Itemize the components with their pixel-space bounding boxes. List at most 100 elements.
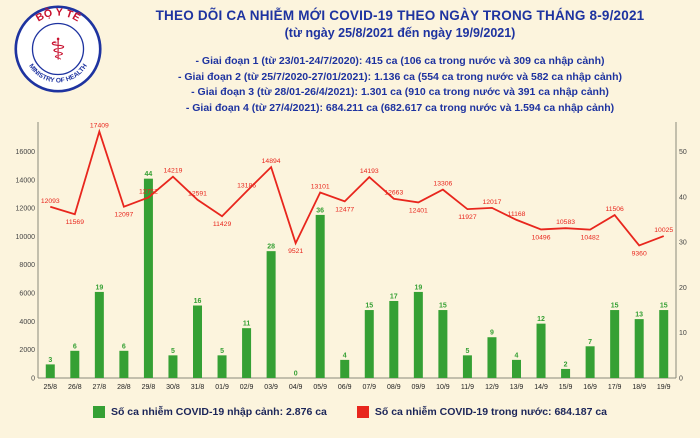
- svg-text:04/9: 04/9: [289, 384, 303, 391]
- svg-text:14219: 14219: [164, 168, 183, 175]
- svg-text:14894: 14894: [262, 158, 281, 165]
- svg-text:15: 15: [439, 303, 447, 310]
- svg-text:2: 2: [564, 361, 568, 368]
- svg-text:12591: 12591: [188, 191, 207, 198]
- legend-item-imported: Số ca nhiễm COVID-19 nhập cảnh: 2.876 ca: [92, 406, 327, 418]
- legend-swatch-imported: [92, 406, 105, 418]
- svg-text:16000: 16000: [16, 149, 36, 156]
- svg-text:12097: 12097: [114, 212, 133, 219]
- svg-text:44: 44: [145, 171, 153, 178]
- svg-text:12000: 12000: [16, 206, 36, 213]
- svg-text:08/9: 08/9: [387, 384, 401, 391]
- svg-text:05/9: 05/9: [313, 384, 327, 391]
- svg-text:0: 0: [31, 376, 35, 383]
- period-line-4: - Giai đoạn 4 (từ 27/4/2021): 684.211 ca…: [185, 101, 615, 114]
- page-subtitle: (từ ngày 25/8/2021 đến ngày 19/9/2021): [284, 26, 516, 40]
- svg-text:6: 6: [122, 343, 126, 350]
- legend-swatch-domestic: [356, 406, 369, 418]
- svg-text:BỘ Y TẾ: BỘ Y TẾ: [34, 6, 83, 24]
- svg-text:28: 28: [267, 244, 275, 251]
- svg-text:5: 5: [171, 348, 175, 355]
- chart-legend: Số ca nhiễm COVID-19 nhập cảnh: 2.876 ca…: [0, 406, 700, 418]
- svg-text:5: 5: [220, 348, 224, 355]
- svg-text:40: 40: [679, 194, 687, 201]
- svg-text:10000: 10000: [16, 234, 36, 241]
- svg-text:12: 12: [537, 316, 545, 323]
- header: THEO DÕI CA NHIỄM MỚI COVID-19 THEO NGÀY…: [108, 8, 692, 40]
- svg-text:17/9: 17/9: [608, 384, 622, 391]
- page-title: THEO DÕI CA NHIỄM MỚI COVID-19 THEO NGÀY…: [155, 8, 645, 23]
- svg-text:02/9: 02/9: [240, 384, 254, 391]
- svg-text:12663: 12663: [384, 190, 403, 197]
- covid-daily-combo-chart: 0 2000 4000 6000 8000 10000 12000 14000 16000 0 10…: [16, 122, 687, 391]
- period-line-1: - Giai đoạn 1 (từ 23/01-24/7/2020): 415 …: [195, 55, 605, 67]
- svg-text:13101: 13101: [311, 184, 330, 191]
- svg-text:20: 20: [679, 285, 687, 292]
- svg-text:29/8: 29/8: [142, 384, 156, 391]
- svg-text:13/9: 13/9: [510, 384, 524, 391]
- svg-text:25/8: 25/8: [43, 384, 57, 391]
- svg-text:0: 0: [679, 376, 683, 383]
- svg-text:13186: 13186: [237, 182, 256, 189]
- svg-text:9360: 9360: [632, 250, 647, 257]
- svg-text:28/8: 28/8: [117, 384, 131, 391]
- svg-text:4: 4: [515, 352, 519, 359]
- svg-text:26/8: 26/8: [68, 384, 82, 391]
- svg-text:30: 30: [679, 240, 687, 247]
- svg-text:18/9: 18/9: [632, 384, 646, 391]
- svg-text:3: 3: [48, 357, 52, 364]
- svg-text:10025: 10025: [654, 227, 673, 234]
- svg-text:9521: 9521: [288, 248, 303, 255]
- svg-text:27/8: 27/8: [93, 384, 107, 391]
- svg-text:11569: 11569: [66, 219, 85, 226]
- svg-text:11168: 11168: [508, 211, 526, 218]
- svg-text:36: 36: [316, 207, 324, 214]
- svg-text:13: 13: [635, 312, 643, 319]
- svg-text:12017: 12017: [483, 199, 502, 206]
- svg-text:11429: 11429: [213, 221, 232, 228]
- logo-top-text: BỘ Y TẾ: [34, 6, 83, 24]
- svg-text:14/9: 14/9: [534, 384, 548, 391]
- svg-text:12/9: 12/9: [485, 384, 499, 391]
- svg-text:12477: 12477: [335, 206, 354, 213]
- svg-text:31/8: 31/8: [191, 384, 205, 391]
- svg-text:12752: 12752: [139, 188, 158, 195]
- logo-inner-ring: [31, 22, 85, 76]
- period-summary: - Giai đoạn 1 (từ 23/01-24/7/2020): 415 …: [108, 54, 692, 116]
- svg-text:11506: 11506: [605, 206, 624, 213]
- svg-text:10482: 10482: [581, 235, 600, 242]
- svg-text:8000: 8000: [19, 262, 35, 269]
- svg-text:15: 15: [660, 303, 668, 310]
- period-line-2: - Giai đoạn 2 (từ 25/7/2020-27/01/2021):…: [177, 70, 623, 83]
- legend-item-domestic: Số ca nhiễm COVID-19 trong nước: 684.187…: [356, 406, 607, 418]
- svg-text:7: 7: [588, 339, 592, 346]
- svg-text:15: 15: [365, 303, 373, 310]
- svg-text:19: 19: [95, 284, 103, 291]
- svg-text:10496: 10496: [532, 234, 551, 241]
- period-line-3: - Giai đoạn 3 (từ 28/01-26/4/2021): 1.30…: [191, 86, 609, 98]
- svg-text:6000: 6000: [19, 291, 35, 298]
- legend-label-imported: Số ca nhiễm COVID-19 nhập cảnh: 2.876 ca: [110, 406, 327, 418]
- svg-text:16: 16: [194, 298, 202, 305]
- svg-text:6: 6: [73, 343, 77, 350]
- svg-text:11927: 11927: [458, 214, 477, 221]
- moh-logo: BỘ Y TẾ MINISTRY OF HEALTH ⚕: [14, 5, 102, 93]
- caduceus-icon: ⚕: [50, 34, 66, 67]
- svg-text:06/9: 06/9: [338, 384, 352, 391]
- svg-text:50: 50: [679, 149, 687, 156]
- svg-text:9: 9: [490, 330, 494, 337]
- svg-text:2000: 2000: [19, 347, 35, 354]
- svg-text:19/9: 19/9: [657, 384, 671, 391]
- svg-text:17409: 17409: [90, 123, 109, 130]
- svg-text:0: 0: [294, 371, 298, 378]
- svg-text:15: 15: [611, 303, 619, 310]
- svg-text:11/9: 11/9: [461, 384, 474, 391]
- svg-text:12093: 12093: [41, 198, 60, 205]
- svg-text:16/9: 16/9: [583, 384, 597, 391]
- svg-text:4: 4: [343, 352, 347, 359]
- svg-text:12401: 12401: [409, 207, 428, 214]
- svg-text:15/9: 15/9: [559, 384, 573, 391]
- svg-text:4000: 4000: [19, 319, 35, 326]
- svg-text:19: 19: [414, 284, 422, 291]
